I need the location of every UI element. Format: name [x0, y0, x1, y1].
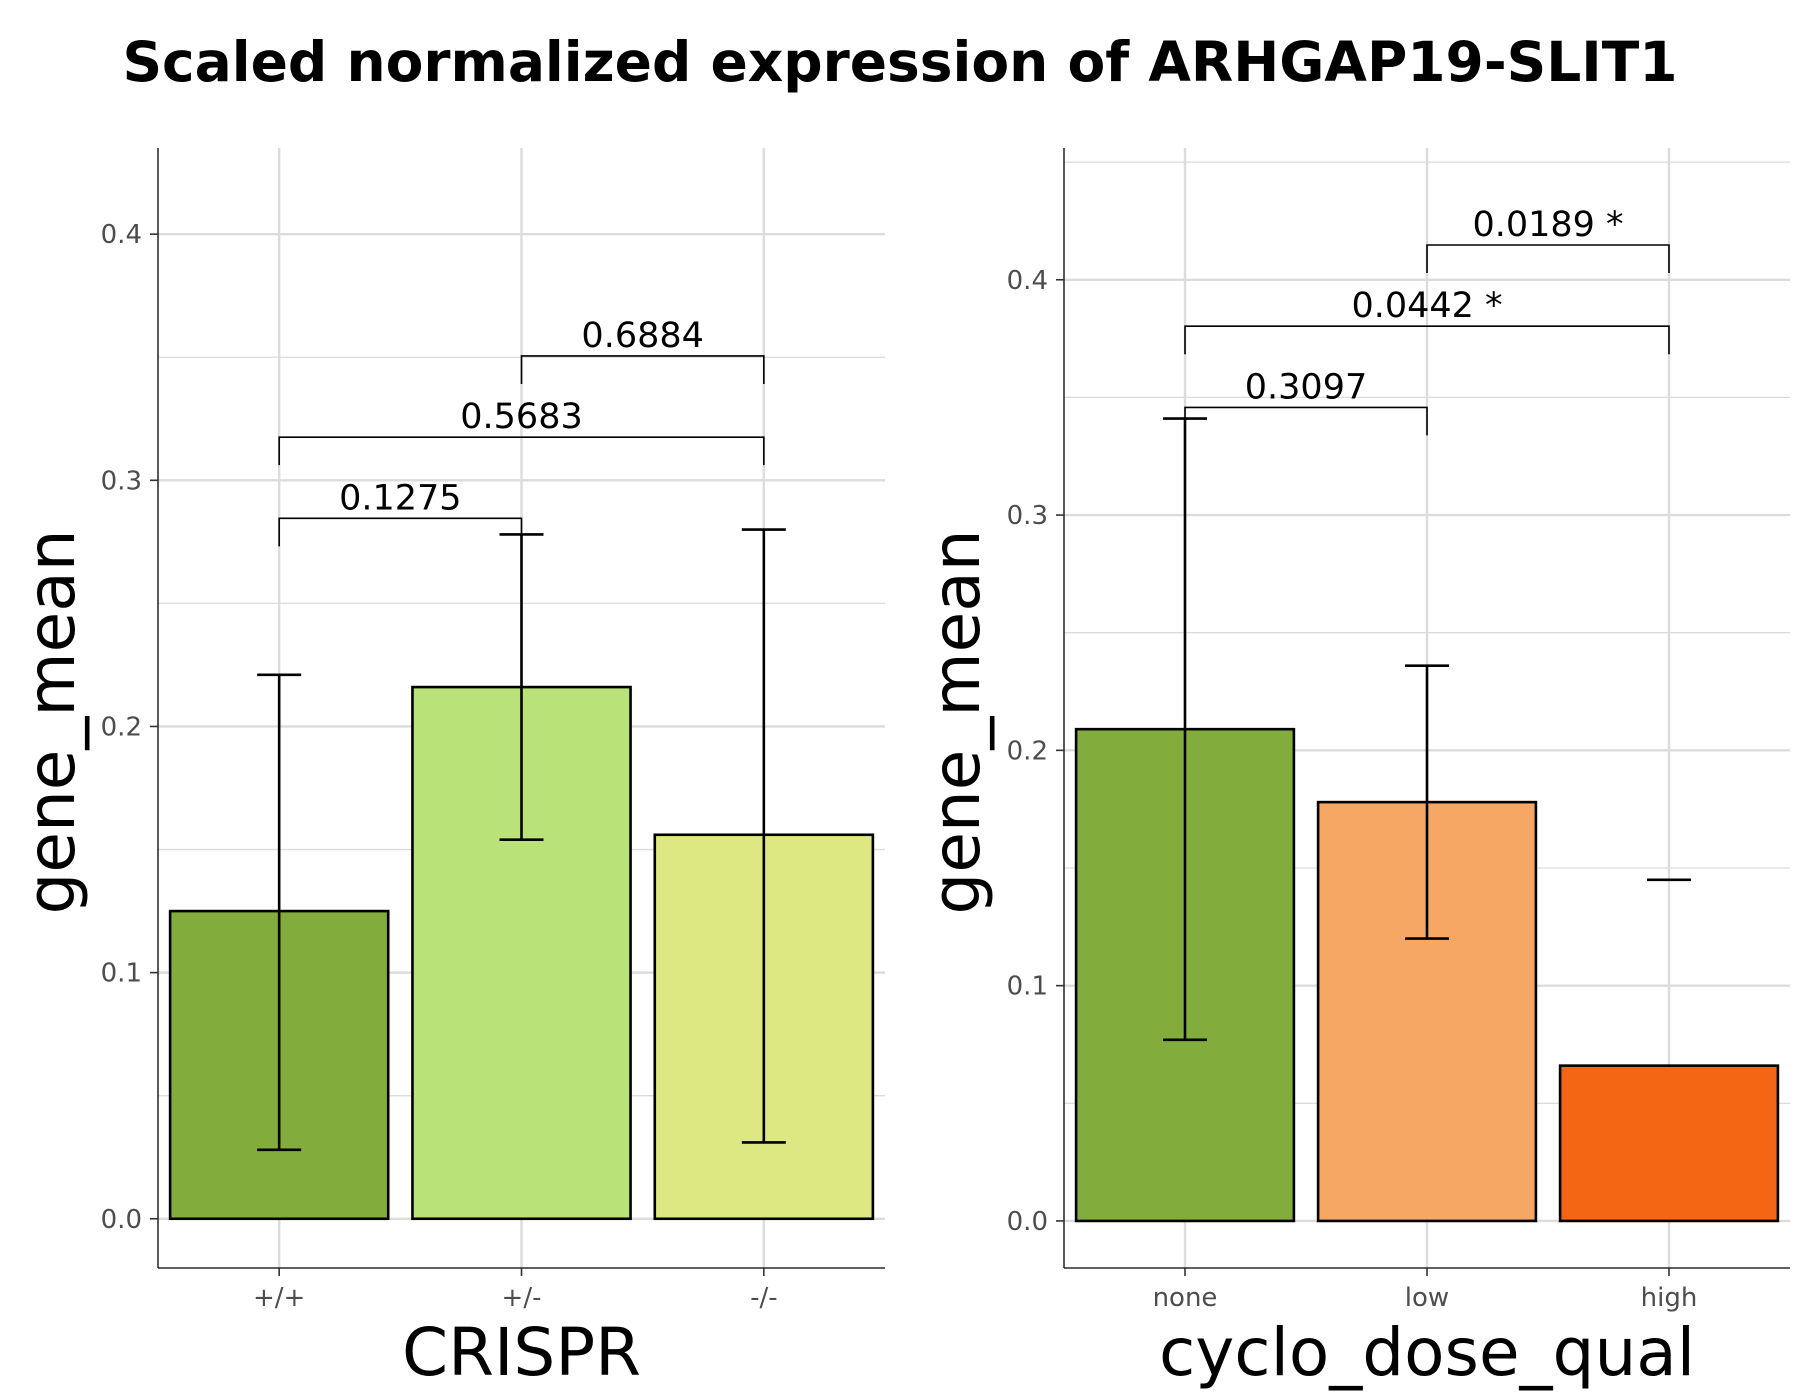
significance-bracket: [1426, 244, 1670, 273]
p-value-label: 0.0442 *: [1351, 286, 1502, 326]
x-tick-label: low: [1405, 1283, 1449, 1313]
y-tick-label: 0.2: [101, 712, 142, 742]
y-tick-label: 0.3: [101, 466, 142, 496]
y-tick-label: 0.4: [101, 220, 142, 250]
p-value-label: 0.0189 *: [1472, 205, 1623, 245]
x-axis-title: cyclo_dose_qual: [1159, 1314, 1695, 1391]
x-tick-label: none: [1153, 1283, 1218, 1313]
chart-title: Scaled normalized expression of ARHGAP19…: [122, 30, 1678, 94]
p-value-label: 0.1275: [339, 478, 461, 518]
significance-bracket: [1184, 325, 1670, 355]
significance-bracket: [520, 355, 765, 384]
x-tick-label: high: [1641, 1283, 1698, 1313]
chart-panel: 0.0 0.1 0.2 0.3 0.4 +/+ +/- -/- 0.1275 0.5683 0.68…: [13, 148, 885, 1391]
y-tick-label: 0.3: [1007, 501, 1048, 531]
significance-bracket: [278, 436, 765, 466]
y-axis-title: gene_mean: [13, 529, 90, 914]
x-axis-title: CRISPR: [402, 1314, 641, 1391]
x-tick-label: +/-: [502, 1283, 542, 1313]
y-tick-label: 0.2: [1007, 736, 1048, 766]
bar: [1558, 1064, 1780, 1223]
y-tick-label: 0.1: [1007, 972, 1048, 1002]
y-tick-label: 0.0: [101, 1205, 142, 1235]
chart-panel: 0.0 0.1 0.2 0.3 0.4 none low high 0.3097 0.0442 *…: [918, 148, 1790, 1391]
significance-bracket: [278, 517, 523, 547]
y-tick-label: 0.4: [1007, 266, 1048, 296]
significance-bracket: [1184, 406, 1428, 436]
y-axis-title: gene_mean: [918, 529, 995, 914]
p-value-label: 0.6884: [581, 316, 703, 356]
x-tick-label: +/+: [253, 1283, 305, 1313]
y-tick-label: 0.1: [101, 959, 142, 989]
x-tick-label: -/-: [750, 1283, 778, 1313]
y-tick-label: 0.0: [1007, 1207, 1048, 1237]
p-value-label: 0.3097: [1245, 367, 1367, 407]
p-value-label: 0.5683: [460, 397, 582, 437]
